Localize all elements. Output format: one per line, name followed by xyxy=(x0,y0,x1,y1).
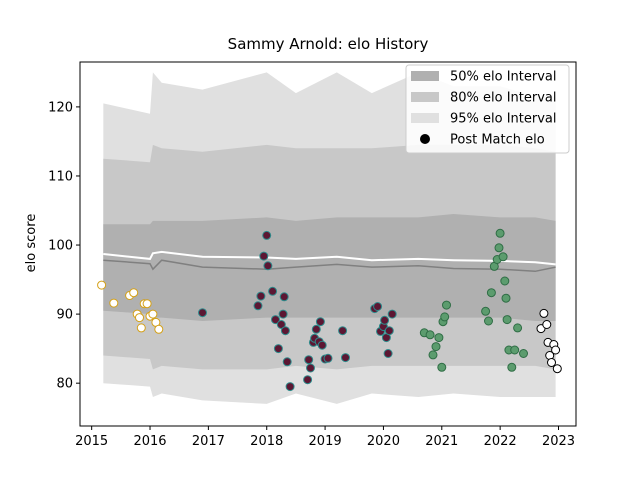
axes: 2015 2016 2017 2018 2019 2020 2021 2022 2023 80 90… xyxy=(48,61,577,449)
data-point xyxy=(431,342,441,352)
data-point xyxy=(282,357,292,367)
data-point xyxy=(306,363,315,373)
y-axis-title: elo score xyxy=(24,214,39,273)
chart-title: Sammy Arnold: elo History xyxy=(228,35,429,53)
x-tick-label: 2018 xyxy=(250,434,283,449)
y-tick-label: 80 xyxy=(56,377,73,392)
y-tick-label: 90 xyxy=(56,308,73,323)
data-point xyxy=(259,251,269,261)
data-point xyxy=(97,280,107,290)
data-point xyxy=(129,288,139,298)
data-point xyxy=(373,302,383,311)
data-point xyxy=(542,320,552,329)
data-point xyxy=(383,349,393,358)
data-point xyxy=(507,362,517,372)
data-point xyxy=(154,324,164,334)
data-point xyxy=(513,323,523,333)
data-point xyxy=(198,308,207,318)
data-point xyxy=(380,315,390,325)
data-point xyxy=(268,286,278,296)
data-point xyxy=(481,306,491,316)
data-point xyxy=(279,292,289,302)
data-point xyxy=(278,309,288,319)
data-point xyxy=(280,326,290,336)
data-point xyxy=(303,375,313,385)
data-point xyxy=(271,315,280,325)
data-point xyxy=(551,345,561,355)
data-point xyxy=(311,324,321,334)
legend-swatch xyxy=(411,71,439,81)
data-point xyxy=(495,228,505,238)
data-point xyxy=(285,382,295,392)
data-point xyxy=(539,308,549,318)
data-point xyxy=(486,288,496,298)
x-tick-label: 2017 xyxy=(192,434,225,449)
data-point xyxy=(425,330,435,340)
data-point xyxy=(502,315,512,325)
data-point xyxy=(501,293,511,303)
data-point xyxy=(519,349,528,358)
legend-box xyxy=(405,64,570,154)
data-point xyxy=(387,309,397,319)
data-point xyxy=(494,243,504,253)
plot-frame xyxy=(79,61,577,427)
x-tick-label: 2019 xyxy=(309,434,342,449)
data-point xyxy=(552,364,562,374)
y-tick-label: 120 xyxy=(48,100,73,115)
legend-marker xyxy=(420,134,430,144)
data-point xyxy=(317,340,327,350)
data-point xyxy=(263,261,273,271)
x-tick-label: 2020 xyxy=(367,434,400,449)
band-50 xyxy=(103,214,556,321)
data-point xyxy=(442,300,451,310)
legend-label: Post Match elo xyxy=(450,133,545,148)
data-point xyxy=(510,345,520,355)
x-tick-label: 2016 xyxy=(133,434,166,449)
data-point xyxy=(136,323,146,333)
data-point xyxy=(273,344,283,354)
data-point xyxy=(276,320,286,329)
data-point xyxy=(323,353,333,363)
x-tick-label: 2023 xyxy=(542,434,575,449)
data-point xyxy=(428,350,438,360)
data-point xyxy=(142,299,152,309)
data-point xyxy=(484,316,493,326)
legend-label: 80% elo Interval xyxy=(450,91,557,106)
data-point xyxy=(109,298,119,308)
data-point xyxy=(262,230,272,240)
data-point xyxy=(384,326,394,336)
data-point xyxy=(304,355,314,365)
x-tick-label: 2021 xyxy=(425,434,458,449)
legend-swatch xyxy=(411,113,439,123)
legend-swatch xyxy=(411,92,439,102)
data-point xyxy=(341,353,350,363)
y-tick-label: 110 xyxy=(48,169,73,184)
x-tick-label: 2022 xyxy=(484,434,517,449)
plot-inner xyxy=(97,72,562,404)
data-point xyxy=(148,309,158,319)
legend-label: 50% elo Interval xyxy=(450,70,557,85)
data-point xyxy=(440,312,450,322)
data-point xyxy=(500,276,510,286)
x-tick-label: 2015 xyxy=(75,434,108,449)
data-point xyxy=(437,362,447,372)
data-point xyxy=(547,358,556,367)
data-point xyxy=(434,333,444,343)
data-point xyxy=(135,313,144,323)
data-point xyxy=(315,317,325,327)
legend: 50% elo Interval 80% elo Interval 95% elo … xyxy=(405,64,570,154)
y-tick-label: 100 xyxy=(48,239,73,254)
data-point xyxy=(256,291,266,301)
plot-area xyxy=(97,72,562,404)
data-point xyxy=(253,301,263,311)
data-point xyxy=(498,252,508,262)
data-point xyxy=(338,326,348,336)
mean-line xyxy=(103,250,556,266)
legend-label: 95% elo Interval xyxy=(450,112,557,127)
